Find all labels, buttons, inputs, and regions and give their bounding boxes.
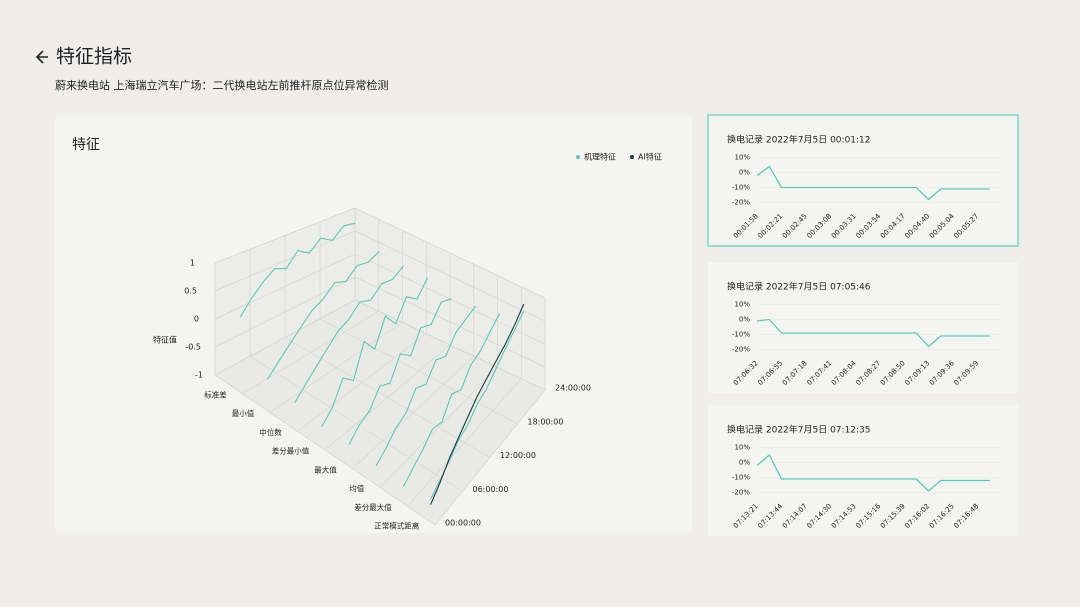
category-label: 最大值 — [314, 464, 337, 474]
category-label: 标准差 — [204, 389, 227, 399]
record-line — [756, 318, 990, 348]
feature-line — [294, 265, 404, 404]
category-label: 最小值 — [232, 408, 255, 418]
x-tick-label: 12:00:00 — [500, 451, 536, 460]
y-tick-label: 0% — [739, 316, 750, 324]
grid-line — [249, 355, 463, 492]
feature-line — [266, 251, 380, 380]
z-tick-label: 1 — [190, 259, 195, 268]
grid-line — [354, 207, 546, 299]
card-title: 换电记录 2022年7月5日 00:01:12 — [727, 134, 871, 146]
feature-line — [430, 303, 525, 505]
feature-line — [321, 277, 429, 427]
z-tick-label: -0.5 — [185, 343, 201, 352]
grid-line — [354, 276, 546, 368]
back-arrow[interactable] — [35, 50, 48, 64]
legend-marker — [576, 155, 580, 159]
x-tick-label: 06:00:00 — [473, 485, 509, 494]
grid-line — [284, 337, 491, 458]
legend-marker — [630, 155, 634, 159]
category-label: 均值 — [349, 483, 364, 493]
record-card[interactable] — [707, 114, 1019, 247]
z-axis-label: 特征值 — [153, 335, 177, 345]
x-tick-label: 00:00:00 — [445, 519, 481, 528]
page-subtitle: 蔚来换电站 上海瑞立汽车广场：二代换电站左前推杆原点位异常检测 — [55, 78, 389, 92]
card-title: 换电记录 2022年7月5日 07:12:35 — [727, 424, 871, 436]
x-tick-label: 18:00:00 — [528, 417, 564, 426]
record-line — [756, 165, 990, 201]
legend-label: 机理特征 — [584, 152, 616, 162]
record-card[interactable] — [708, 405, 1018, 536]
category-label: 正常模式距离 — [374, 521, 419, 531]
feature-line — [348, 298, 452, 446]
y-tick-label: -10% — [732, 184, 750, 192]
z-tick-label: 0 — [194, 315, 199, 324]
grid-line — [214, 374, 436, 526]
card-title: 换电记录 2022年7月5日 07:05:46 — [727, 281, 871, 293]
grid-line — [319, 318, 518, 425]
y-tick-label: 0% — [739, 459, 750, 467]
feature-line — [239, 222, 356, 318]
feature-line — [402, 312, 501, 487]
y-tick-label: -20% — [732, 489, 750, 497]
y-tick-label: -10% — [732, 331, 750, 339]
x-tick-label: 24:00:00 — [555, 384, 591, 393]
category-label: 差分最大值 — [354, 502, 392, 512]
page-title: 特征指标 — [56, 46, 132, 68]
grid-line — [354, 230, 546, 322]
y-tick-label: 10% — [734, 301, 750, 309]
y-tick-label: 10% — [734, 154, 750, 162]
y-tick-label: -20% — [732, 346, 750, 354]
legend-label: AI特征 — [638, 152, 662, 162]
y-tick-label: -20% — [732, 199, 750, 207]
record-card[interactable] — [708, 262, 1018, 393]
y-tick-label: 10% — [734, 444, 750, 452]
feature-line — [375, 305, 477, 466]
z-tick-label: 0.5 — [184, 287, 197, 296]
panel-title: 特征 — [72, 137, 100, 153]
y-tick-label: -10% — [732, 474, 750, 482]
category-label: 中位数 — [259, 427, 282, 437]
record-line — [756, 453, 990, 492]
z-tick-label: -1 — [195, 371, 203, 380]
category-label: 差分最小值 — [272, 446, 310, 456]
y-tick-label: 0% — [739, 169, 750, 177]
